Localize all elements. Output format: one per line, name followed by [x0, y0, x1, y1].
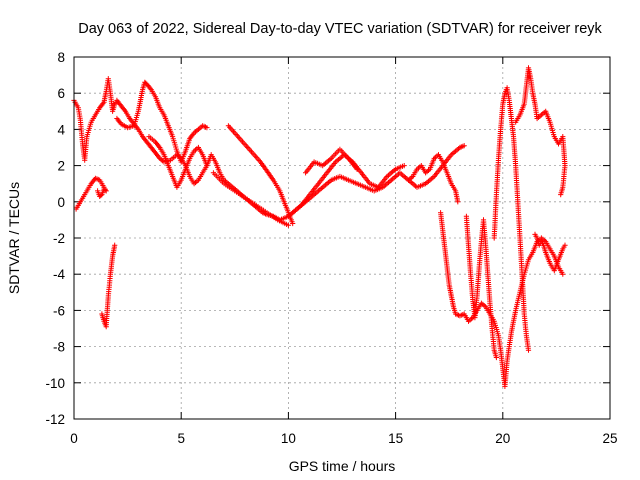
data-point-track: [463, 213, 499, 361]
y-tick-label: 0: [57, 195, 65, 210]
data-point-track: [99, 242, 118, 330]
y-tick-label: -4: [53, 267, 65, 282]
plot-frame: [73, 56, 611, 420]
x-tick-label: 25: [602, 431, 617, 446]
y-tick-label: 4: [57, 122, 65, 137]
y-tick-label: -2: [53, 231, 65, 246]
data-point-track: [71, 76, 467, 223]
data-point-track: [532, 231, 568, 274]
x-tick-label: 15: [388, 431, 403, 446]
data-point-track: [405, 152, 461, 205]
data-point-track: [146, 134, 210, 190]
data-point-track: [225, 123, 296, 227]
y-axis-label: SDTVAR / TECUs: [6, 182, 22, 294]
y-tick-label: -10: [45, 376, 65, 391]
y-tick-label: 8: [57, 50, 65, 65]
y-tick-label: -8: [53, 340, 65, 355]
tick-layer: -12 -10 -8 -6 -4 -2 0 2 4 6 8 0 5 10 15 20 25: [45, 50, 617, 446]
data-layer: [71, 65, 568, 389]
data-point-track: [513, 65, 568, 198]
data-point-track: [114, 79, 210, 165]
x-tick-label: 0: [70, 431, 78, 446]
y-tick-label: 2: [57, 159, 65, 174]
x-axis-label: GPS time / hours: [289, 458, 396, 474]
chart-title: Day 063 of 2022, Sidereal Day-to-day VTE…: [78, 21, 602, 37]
data-point-track: [491, 85, 532, 353]
data-point-track: [73, 175, 109, 212]
y-tick-label: -12: [45, 412, 65, 427]
data-point-track: [303, 146, 360, 176]
data-point-track: [210, 170, 291, 228]
x-tick-label: 10: [281, 431, 296, 446]
y-tick-label: -6: [53, 303, 65, 318]
grid-layer: [74, 57, 610, 419]
x-tick-label: 5: [177, 431, 185, 446]
data-point-track: [438, 210, 566, 389]
y-tick-label: 6: [57, 86, 65, 101]
x-tick-label: 20: [495, 431, 510, 446]
